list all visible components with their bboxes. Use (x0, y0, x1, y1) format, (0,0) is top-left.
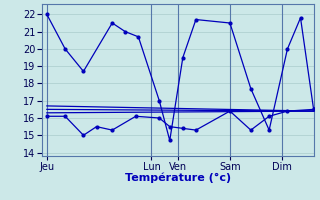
X-axis label: Température (°c): Température (°c) (124, 173, 231, 183)
